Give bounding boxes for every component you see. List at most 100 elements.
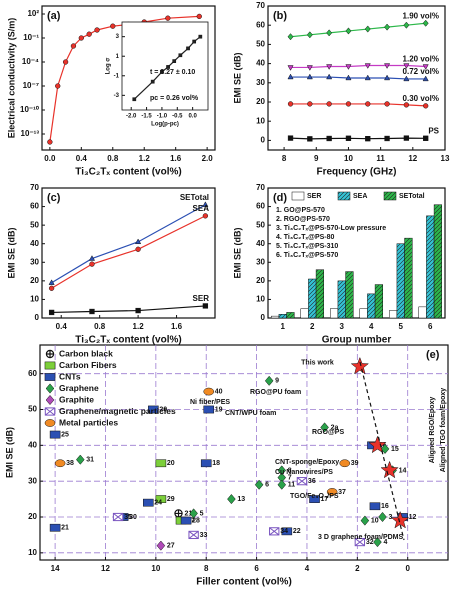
x-tick-label: 2.0 bbox=[202, 154, 214, 163]
marker-shape bbox=[49, 523, 61, 532]
data-point bbox=[89, 261, 95, 267]
marker-shape bbox=[345, 74, 352, 81]
legend-label: SEA bbox=[353, 193, 367, 200]
x-tick-label: 9 bbox=[314, 154, 319, 163]
marker-shape bbox=[227, 494, 236, 505]
data-point bbox=[403, 63, 410, 69]
plot-area bbox=[39, 344, 449, 561]
marker-shape bbox=[135, 238, 142, 245]
legend-marker bbox=[44, 373, 56, 381]
point-label: 19 bbox=[215, 406, 223, 413]
legend-marker bbox=[45, 349, 55, 359]
point-label: 14 bbox=[399, 467, 407, 474]
marker-shape bbox=[354, 538, 365, 547]
point-label: 33 bbox=[200, 532, 208, 539]
marker-shape bbox=[186, 46, 190, 51]
data-point bbox=[88, 255, 96, 261]
x-tick-label: 0.0 bbox=[44, 154, 56, 163]
data-point bbox=[287, 101, 294, 107]
x-tick-label: 1.6 bbox=[171, 322, 183, 331]
marker-shape bbox=[76, 454, 85, 465]
data-point bbox=[155, 495, 167, 503]
x-tick-label: 0.4 bbox=[56, 322, 68, 331]
marker-shape bbox=[403, 63, 410, 69]
marker-shape bbox=[309, 495, 320, 503]
marker-shape bbox=[264, 375, 274, 386]
marker-shape bbox=[384, 135, 390, 142]
x-tick-label: 11 bbox=[376, 154, 385, 163]
data-point bbox=[423, 135, 429, 141]
point-label: 7 bbox=[288, 474, 292, 481]
y-tick-label: 30 bbox=[256, 257, 265, 266]
x-tick-label: 12 bbox=[101, 564, 110, 573]
plot-area bbox=[267, 187, 446, 319]
data-point bbox=[306, 73, 313, 80]
legend-label: SER bbox=[307, 193, 321, 200]
series-line bbox=[49, 15, 200, 143]
legend-label: Carbon Fibers bbox=[59, 360, 117, 370]
y-tick-label: 50 bbox=[256, 220, 265, 229]
y-tick-label: 1 bbox=[116, 54, 120, 60]
marker-shape bbox=[350, 356, 370, 375]
bar bbox=[418, 306, 427, 319]
data-point bbox=[307, 101, 313, 107]
legend-label: CNTs bbox=[59, 371, 81, 381]
marker-shape bbox=[86, 31, 92, 37]
bar bbox=[270, 315, 280, 319]
x-tick-label: 4 bbox=[305, 564, 310, 573]
data-point bbox=[306, 65, 313, 71]
y-tick-label: 40 bbox=[28, 440, 37, 449]
bar bbox=[345, 271, 354, 319]
marker-shape bbox=[326, 64, 333, 70]
y-tick-label: 50 bbox=[28, 405, 37, 414]
point-label: 30 bbox=[129, 514, 137, 521]
marker-shape bbox=[368, 435, 387, 454]
marker-shape bbox=[44, 361, 56, 370]
marker-shape bbox=[160, 70, 164, 74]
annotation: RGO@PS bbox=[312, 429, 344, 436]
marker-shape bbox=[287, 135, 294, 141]
bar bbox=[359, 308, 368, 319]
data-point bbox=[189, 508, 198, 519]
point-label: 36 bbox=[308, 478, 316, 485]
marker-shape bbox=[378, 511, 387, 523]
bar bbox=[426, 215, 435, 319]
data-point bbox=[384, 23, 391, 31]
y-tick-label: 30 bbox=[256, 78, 265, 87]
marker-shape bbox=[48, 285, 55, 291]
x-tick-label: 6 bbox=[254, 564, 259, 573]
y-tick-label: 70 bbox=[30, 183, 39, 192]
marker-shape bbox=[423, 103, 429, 109]
x-tick-label: 0 bbox=[405, 564, 410, 573]
data-point bbox=[277, 465, 287, 476]
data-point bbox=[200, 459, 212, 468]
marker-shape bbox=[384, 101, 390, 107]
data-point bbox=[49, 523, 61, 532]
marker-shape bbox=[364, 74, 371, 81]
marker-shape bbox=[326, 488, 338, 496]
marker-shape bbox=[403, 135, 410, 141]
y-tick-label: 20 bbox=[28, 512, 37, 521]
marker-shape bbox=[423, 135, 429, 141]
series-line bbox=[51, 204, 206, 284]
marker-shape bbox=[287, 33, 294, 41]
y-tick-label: 20 bbox=[256, 97, 265, 106]
data-point bbox=[403, 75, 410, 82]
y-tick-label: 10 bbox=[256, 116, 265, 125]
y-axis-title: Electrical conductivity (S/m) bbox=[6, 18, 16, 139]
data-point bbox=[378, 511, 387, 523]
data-point bbox=[48, 279, 55, 285]
marker-shape bbox=[281, 527, 293, 536]
marker-shape bbox=[48, 279, 55, 285]
legend-label: Carbon black bbox=[59, 348, 113, 358]
y-tick-label: 10⁻⁷ bbox=[23, 81, 39, 90]
data-point bbox=[373, 537, 382, 548]
data-point bbox=[70, 43, 77, 49]
data-point bbox=[178, 53, 183, 58]
plot-area bbox=[121, 21, 209, 111]
data-point bbox=[345, 27, 352, 35]
note: 4. Ti₃C₂Tₓ@PS-80 bbox=[276, 234, 335, 241]
marker-shape bbox=[196, 13, 202, 20]
marker-shape bbox=[45, 383, 55, 394]
point-label: 3 bbox=[389, 514, 393, 521]
